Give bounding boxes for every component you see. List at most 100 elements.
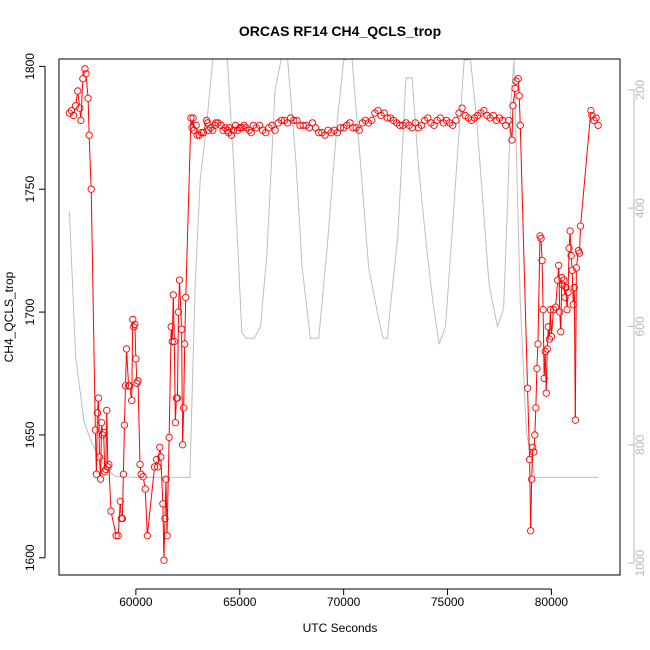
- ch4-point: [91, 426, 100, 434]
- ch4-point: [162, 475, 170, 483]
- ch4-line-segment: [511, 108, 514, 137]
- ch4-point: [530, 448, 538, 456]
- ch4-point: [161, 514, 169, 523]
- y2-tick-label: 400: [633, 198, 647, 218]
- ch4-line-segment: [168, 330, 172, 435]
- plot-frame: [58, 58, 621, 576]
- ch4-line-segment: [134, 327, 137, 356]
- ch4-point: [141, 485, 149, 493]
- ch4-point: [396, 121, 404, 129]
- ch4-line-segment: [533, 438, 536, 449]
- ch4-point: [167, 323, 175, 331]
- ch4-point: [509, 102, 517, 110]
- ch4-line-segment: [147, 470, 155, 533]
- ch4-point: [547, 333, 556, 341]
- ch4-line-segment: [88, 138, 92, 187]
- ch4-line-segment: [125, 352, 127, 383]
- ch4-point: [562, 283, 570, 292]
- ch4-point: [452, 116, 460, 125]
- ch4-point: [537, 234, 545, 243]
- ch4-line-segment: [542, 312, 545, 376]
- ch4-point: [114, 532, 122, 540]
- ch4-point: [193, 131, 201, 139]
- ch4-point: [315, 129, 323, 137]
- ch4-point: [594, 121, 602, 129]
- ch4-point: [231, 121, 240, 129]
- ch4-point: [171, 419, 180, 427]
- ch4-line-segment: [77, 94, 80, 106]
- ch4-point: [539, 305, 547, 314]
- ch4-point: [512, 77, 520, 85]
- ch4-line-segment: [179, 283, 182, 327]
- ch4-point: [96, 475, 105, 483]
- ch4-point: [570, 283, 578, 292]
- ch4-point: [157, 453, 165, 461]
- ch4-point: [118, 514, 127, 523]
- ch4-point: [81, 65, 89, 73]
- ch4-point: [569, 301, 577, 309]
- ch4-point: [523, 384, 532, 392]
- ch4-point: [566, 227, 574, 235]
- ch4-point: [514, 75, 522, 83]
- ch4-line-segment: [163, 521, 166, 558]
- ch4-line-segment: [535, 371, 538, 405]
- ch4-point: [187, 114, 195, 122]
- ch4-line-segment: [85, 76, 89, 96]
- ch4-point: [240, 121, 248, 129]
- ch4-line-segment: [90, 192, 96, 427]
- ch4-line-segment: [185, 121, 192, 295]
- ch4-line-segment: [143, 479, 146, 486]
- ch4-line-segment: [122, 428, 125, 472]
- ch4-line-segment: [545, 352, 548, 390]
- ch4-line-segment: [508, 123, 512, 138]
- ch4-point: [175, 276, 184, 284]
- ch4-point: [112, 532, 120, 540]
- ch4-point: [92, 470, 101, 478]
- ch4-line-segment: [546, 330, 549, 346]
- ch4-line-segment: [144, 492, 148, 533]
- ch4-line-segment: [137, 384, 141, 462]
- ch4-point: [105, 460, 113, 469]
- ch4-point: [95, 453, 104, 461]
- pressure-line: [68, 58, 599, 478]
- y-tick-label: 1800: [23, 53, 37, 80]
- ch4-line-segment: [571, 273, 574, 302]
- x-tick-label: 75000: [431, 595, 465, 609]
- x-tick-label: 70000: [327, 595, 361, 609]
- ch4-line-segment: [579, 229, 581, 250]
- ch4-point: [543, 345, 551, 353]
- ch4-line-segment: [181, 332, 184, 442]
- ch4-line-segment: [519, 128, 528, 386]
- ch4-point: [165, 433, 173, 442]
- ch4-point: [355, 126, 363, 134]
- ch4-line-segment: [184, 300, 187, 341]
- x-axis: 60000 65000 70000 75000 80000: [119, 588, 568, 609]
- ch4-line-segment: [106, 413, 109, 464]
- x-tick-label: 60000: [119, 595, 153, 609]
- ch4-point: [107, 507, 115, 515]
- ch4-point: [159, 500, 167, 508]
- ch4-point: [542, 389, 550, 397]
- ch4-line-segment: [551, 312, 554, 334]
- ch4-point: [525, 455, 534, 464]
- ch4-line-segment: [550, 312, 552, 334]
- ch4-line-segment: [101, 425, 103, 432]
- y-axis: 1600 1650 1700 1750 1800: [23, 53, 46, 571]
- ch4-point: [120, 421, 129, 429]
- ch4-line-segment: [176, 315, 179, 395]
- ch4-line-segment: [126, 352, 129, 383]
- ch4-line-segment: [103, 435, 106, 469]
- y-tick-label: 1650: [23, 421, 37, 448]
- ch4-line-segment: [172, 298, 175, 339]
- ch4-series-points: [65, 65, 602, 564]
- ch4-line-segment: [555, 283, 558, 305]
- ch4-point: [136, 460, 144, 469]
- ch4-point: [178, 441, 187, 449]
- y-tick-label: 1750: [23, 176, 37, 203]
- ch4-line-segment: [541, 263, 544, 307]
- y-axis-label: CH4_QCLS_trop: [2, 271, 16, 362]
- ch4-point: [154, 463, 162, 471]
- ch4-point: [168, 337, 176, 346]
- ch4-point: [529, 443, 537, 451]
